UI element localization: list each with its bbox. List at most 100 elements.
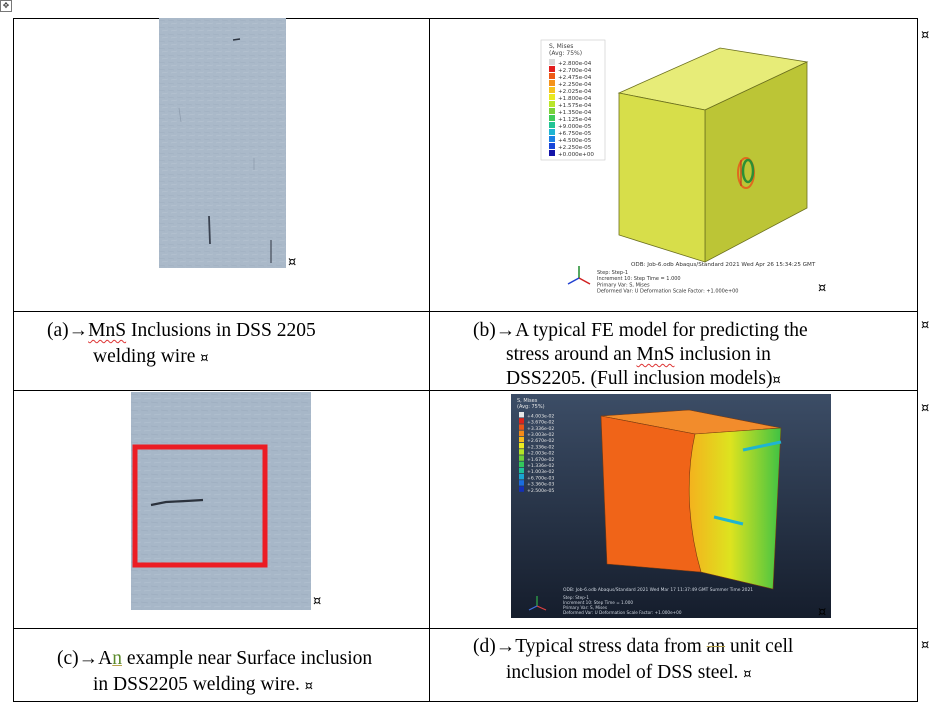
legend-title: S, Mises — [549, 43, 573, 50]
figure-table: ¤ ¤ ¤ ¤ ¤ S, Mises (Avg: 75%) — [13, 18, 930, 702]
step-line: Increment 10: Step Time = 1.000 — [563, 600, 633, 605]
legend-scale: +2.800e-04+2.700e-04+2.475e-04+2.250e-04… — [549, 59, 594, 158]
micrograph-image-a — [159, 18, 286, 268]
legend-subtitle: (Avg: 75%) — [549, 50, 582, 57]
cell-end-mark: ¤ — [313, 594, 322, 609]
legend-swatch — [519, 412, 524, 418]
legend-swatch — [549, 66, 555, 72]
legend-swatch — [519, 486, 524, 492]
legend-value: +9.000e-05 — [558, 124, 592, 130]
step-line: Step: Step-1 — [563, 595, 589, 600]
axis-z — [528, 605, 538, 611]
fe-model-svg-b: S, Mises (Avg: 75%) +2.800e-04+2.700e-04… — [540, 39, 816, 294]
legend-swatch — [519, 467, 524, 474]
caption-a-line1: Inclusions in DSS 2205 — [126, 320, 316, 341]
caption-d-pre: Typical stress data from — [515, 636, 707, 657]
legend-value: +2.003e-02 — [527, 451, 554, 457]
fe-model-svg-d: S, Mises (Avg: 75%) +4.003e-02+3.670e-02… — [511, 394, 831, 618]
spelling-flag[interactable]: MnS — [88, 320, 127, 341]
caption-a-label: (a) — [47, 320, 69, 341]
cell-end-mark: ¤ — [772, 373, 781, 388]
legend-value: +2.250e-04 — [558, 82, 592, 88]
legend-value: +1.575e-04 — [558, 103, 592, 109]
cell-end-mark: ¤ — [818, 605, 827, 620]
legend-value: +0.000e+00 — [558, 152, 594, 158]
inclusion — [713, 515, 744, 526]
cell-end-mark: ¤ — [304, 679, 314, 694]
caption-b: (b)→A typical FE model for predicting th… — [473, 318, 808, 344]
legend-scale: +4.003e-02+3.670e-02+3.336e-02+3.003e-02… — [519, 412, 554, 494]
table-border-top — [13, 18, 918, 19]
legend-value: +6.750e-05 — [558, 131, 592, 137]
surface-inclusion — [150, 498, 204, 507]
caption-b-line3-text: DSS2205. (Full inclusion models) — [506, 368, 773, 389]
legend-swatch — [549, 59, 555, 65]
legend-swatch — [519, 455, 524, 461]
legend-swatch — [549, 101, 555, 107]
legend-value: +1.350e-04 — [558, 110, 592, 116]
legend-value: +2.500e-05 — [527, 488, 554, 494]
legend-value: +6.700e-03 — [527, 475, 554, 481]
table-border-left — [13, 18, 14, 702]
legend-value: +4.003e-02 — [527, 413, 554, 419]
legend-swatch — [519, 436, 524, 443]
legend-value: +2.336e-02 — [527, 444, 554, 450]
row-end-mark: ¤ — [921, 401, 930, 416]
spelling-flag[interactable]: MnS — [636, 344, 675, 365]
caption-c-label: (c) — [57, 648, 79, 669]
caption-b-line1: A typical FE model for predicting the — [515, 320, 808, 341]
caption-d-label: (d) — [473, 636, 496, 657]
legend-swatch — [549, 108, 555, 114]
micrograph-image-c — [131, 392, 311, 610]
legend-swatch — [519, 443, 524, 449]
step-line: Primary Var: S, Mises — [597, 282, 650, 288]
micrograph-svg-c — [131, 392, 311, 610]
caption-a-line2-wrap: welding wire ¤ — [93, 344, 209, 372]
caption-a-line2: welding wire — [93, 346, 201, 367]
axis-x — [578, 277, 591, 285]
legend-swatch — [519, 418, 524, 424]
legend-swatch — [519, 430, 524, 436]
tab-arrow: → — [495, 320, 516, 341]
tracked-deletion[interactable]: an — [706, 636, 726, 657]
table-row-divider — [13, 628, 918, 629]
caption-b-line2-pre: stress around an — [506, 344, 637, 365]
legend-swatch — [549, 129, 555, 135]
legend-swatch — [519, 461, 524, 467]
table-move-handle[interactable]: ✥ — [0, 0, 12, 12]
caption-d-line2-wrap: inclusion model of DSS steel. ¤ — [506, 660, 752, 688]
legend-value: +1.800e-04 — [558, 96, 592, 102]
inclusion-top — [742, 440, 782, 452]
block-side-face — [688, 427, 782, 590]
legend-value: +2.475e-04 — [558, 75, 592, 81]
legend-value: +4.500e-05 — [558, 138, 592, 144]
legend-value: +1.336e-02 — [527, 463, 554, 469]
step-line: Deformed Var: U Deformation Scale Factor… — [597, 289, 739, 294]
legend-swatch — [549, 115, 555, 121]
legend-swatch — [549, 73, 555, 79]
legend-value: +1.670e-02 — [527, 457, 554, 463]
legend-value: +3.670e-02 — [527, 420, 554, 426]
legend-value: +1.003e-02 — [527, 469, 554, 475]
caption-c-line2-wrap: in DSS2205 welding wire. ¤ — [93, 672, 313, 700]
grammar-flag[interactable]: n — [112, 648, 122, 669]
odb-info: ODB: Job-6.odb Abaqus/Standard 2021 Wed … — [563, 587, 753, 593]
legend-value: +3.336e-02 — [527, 426, 554, 432]
cell-end-mark: ¤ — [818, 281, 827, 296]
legend-title: S, Mises — [517, 398, 538, 404]
row-end-mark: ¤ — [921, 28, 930, 43]
cell-end-mark: ¤ — [200, 351, 209, 366]
caption-d-post: unit cell — [725, 636, 794, 657]
legend-value: +3.003e-02 — [527, 432, 554, 438]
legend-swatch — [549, 150, 555, 156]
legend-swatch — [549, 87, 555, 93]
table-row-divider — [13, 311, 918, 312]
caption-d-line2: inclusion model of DSS steel. — [506, 662, 744, 683]
legend-swatch — [549, 94, 555, 100]
step-line: Primary Var: S, Mises — [563, 605, 607, 610]
table-border-bottom — [13, 701, 918, 702]
legend-swatch — [549, 122, 555, 128]
caption-c-line2: in DSS2205 welding wire. — [93, 674, 305, 695]
step-line: Deformed Var: U Deformation Scale Factor… — [563, 610, 682, 615]
legend-swatch — [519, 449, 524, 455]
